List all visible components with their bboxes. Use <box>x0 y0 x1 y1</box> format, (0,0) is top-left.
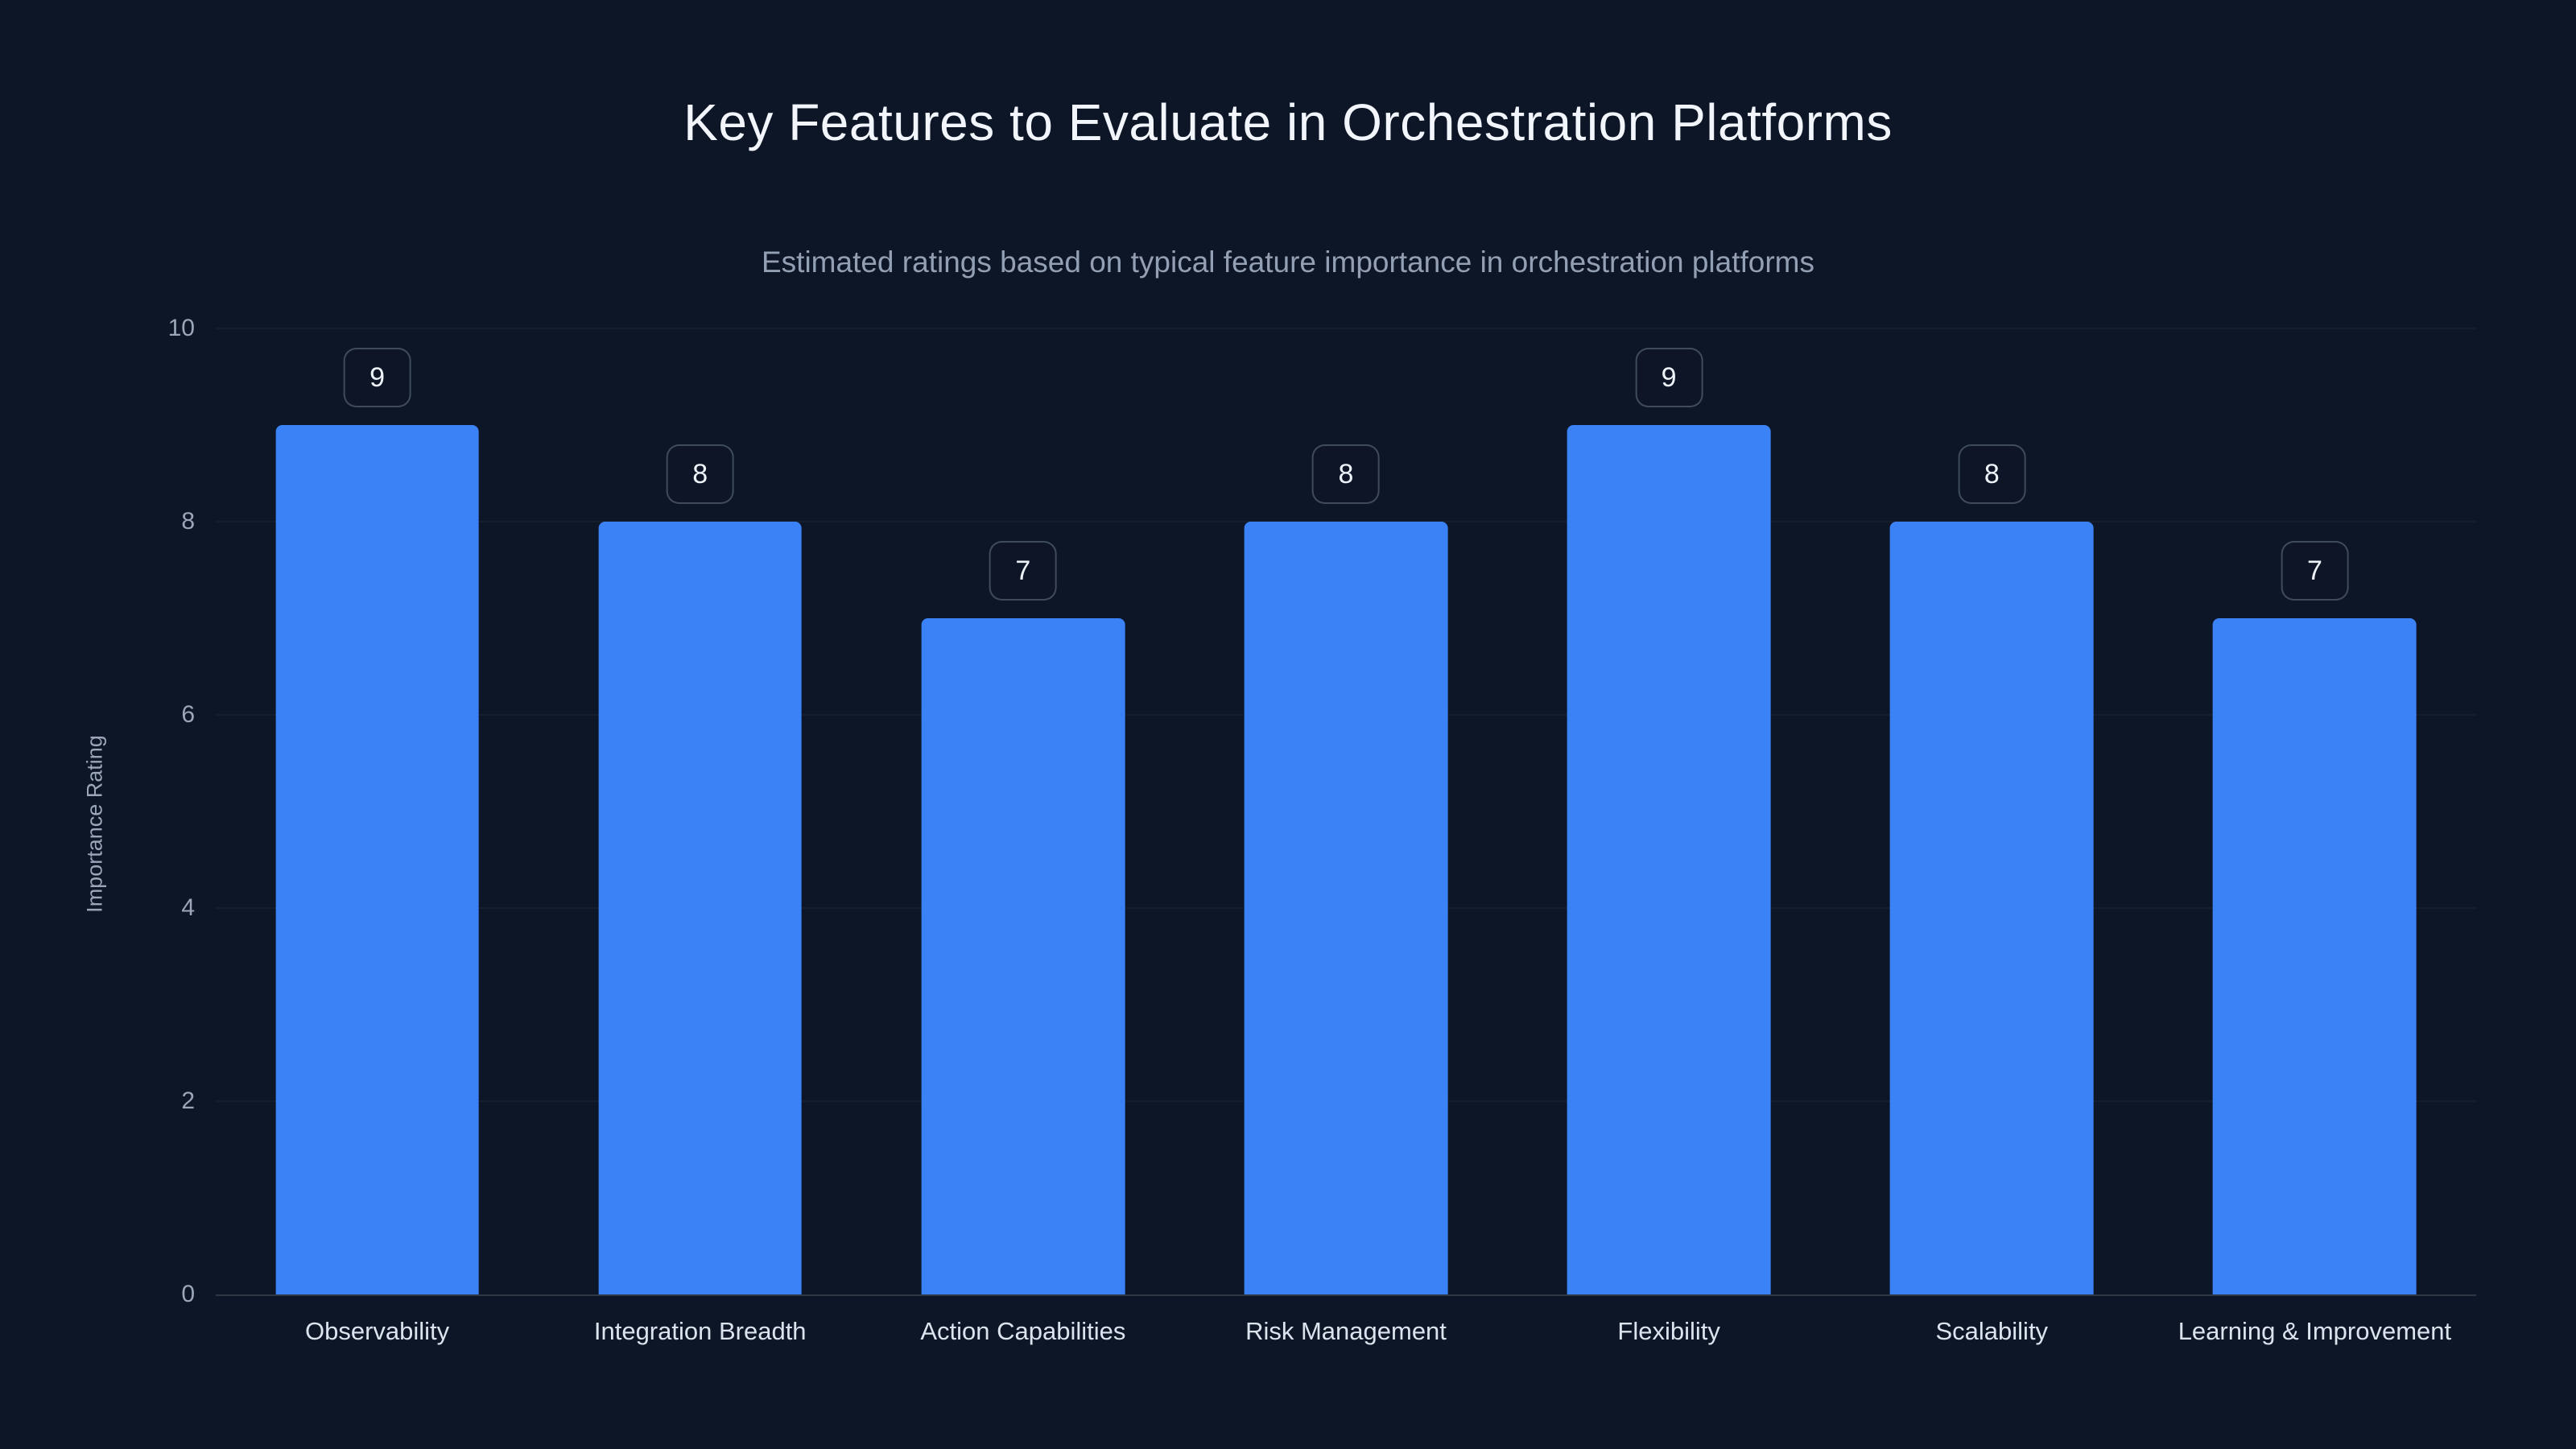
x-axis-labels: Observability Integration Breadth Action C… <box>216 1317 2476 1365</box>
gridline <box>216 328 2476 329</box>
bar-group: 9 <box>275 328 479 1294</box>
bar-value-label: 9 <box>1635 348 1703 407</box>
y-tick-label: 4 <box>181 894 195 921</box>
bar-value-label: 8 <box>1312 444 1380 504</box>
bar-group: 8 <box>598 328 803 1294</box>
bar-value-label: 8 <box>1958 444 2026 504</box>
x-axis-category-label: Observability <box>304 1317 450 1345</box>
bar <box>275 425 479 1294</box>
y-tick-label: 0 <box>181 1281 195 1307</box>
y-tick-label: 2 <box>181 1088 195 1114</box>
bar-value-label: 7 <box>989 541 1057 601</box>
bar <box>2213 618 2417 1294</box>
chart-title: Key Features to Evaluate in Orchestratio… <box>683 93 1893 151</box>
y-tick-label: 6 <box>181 701 195 728</box>
x-axis-category-label: Integration Breadth <box>593 1317 807 1345</box>
x-axis-category-label: Action Capabilities <box>920 1317 1126 1345</box>
bar-group: 8 <box>1889 328 2094 1294</box>
bar <box>921 618 1125 1294</box>
bar-group: 7 <box>2213 328 2417 1294</box>
plot-area: 0 2 4 6 8 10 9 8 7 8 9 8 7 <box>168 315 2476 1307</box>
bar-value-label: 7 <box>2281 541 2349 601</box>
bar <box>1244 522 1448 1294</box>
bar-group: 9 <box>1567 328 1771 1294</box>
chart-subtitle: Estimated ratings based on typical featu… <box>762 246 1814 279</box>
x-axis-category-label: Risk Management <box>1245 1317 1447 1345</box>
y-tick-label: 10 <box>167 315 195 341</box>
bar-value-label: 8 <box>666 444 734 504</box>
y-axis-label: Importance Rating <box>82 735 107 913</box>
x-axis-category-label: Scalability <box>1935 1317 2049 1345</box>
bars-layer: 9 8 7 8 9 8 7 <box>216 328 2476 1294</box>
bar <box>1567 425 1771 1294</box>
bar-group: 7 <box>921 328 1125 1294</box>
bar <box>598 522 803 1294</box>
bar-value-label: 9 <box>343 348 411 407</box>
bar <box>1889 522 2094 1294</box>
x-axis-category-label: Learning & Improvement <box>2178 1317 2452 1345</box>
x-axis-category-label: Flexibility <box>1617 1317 1720 1345</box>
bar-group: 8 <box>1244 328 1448 1294</box>
y-tick-label: 8 <box>181 508 195 535</box>
